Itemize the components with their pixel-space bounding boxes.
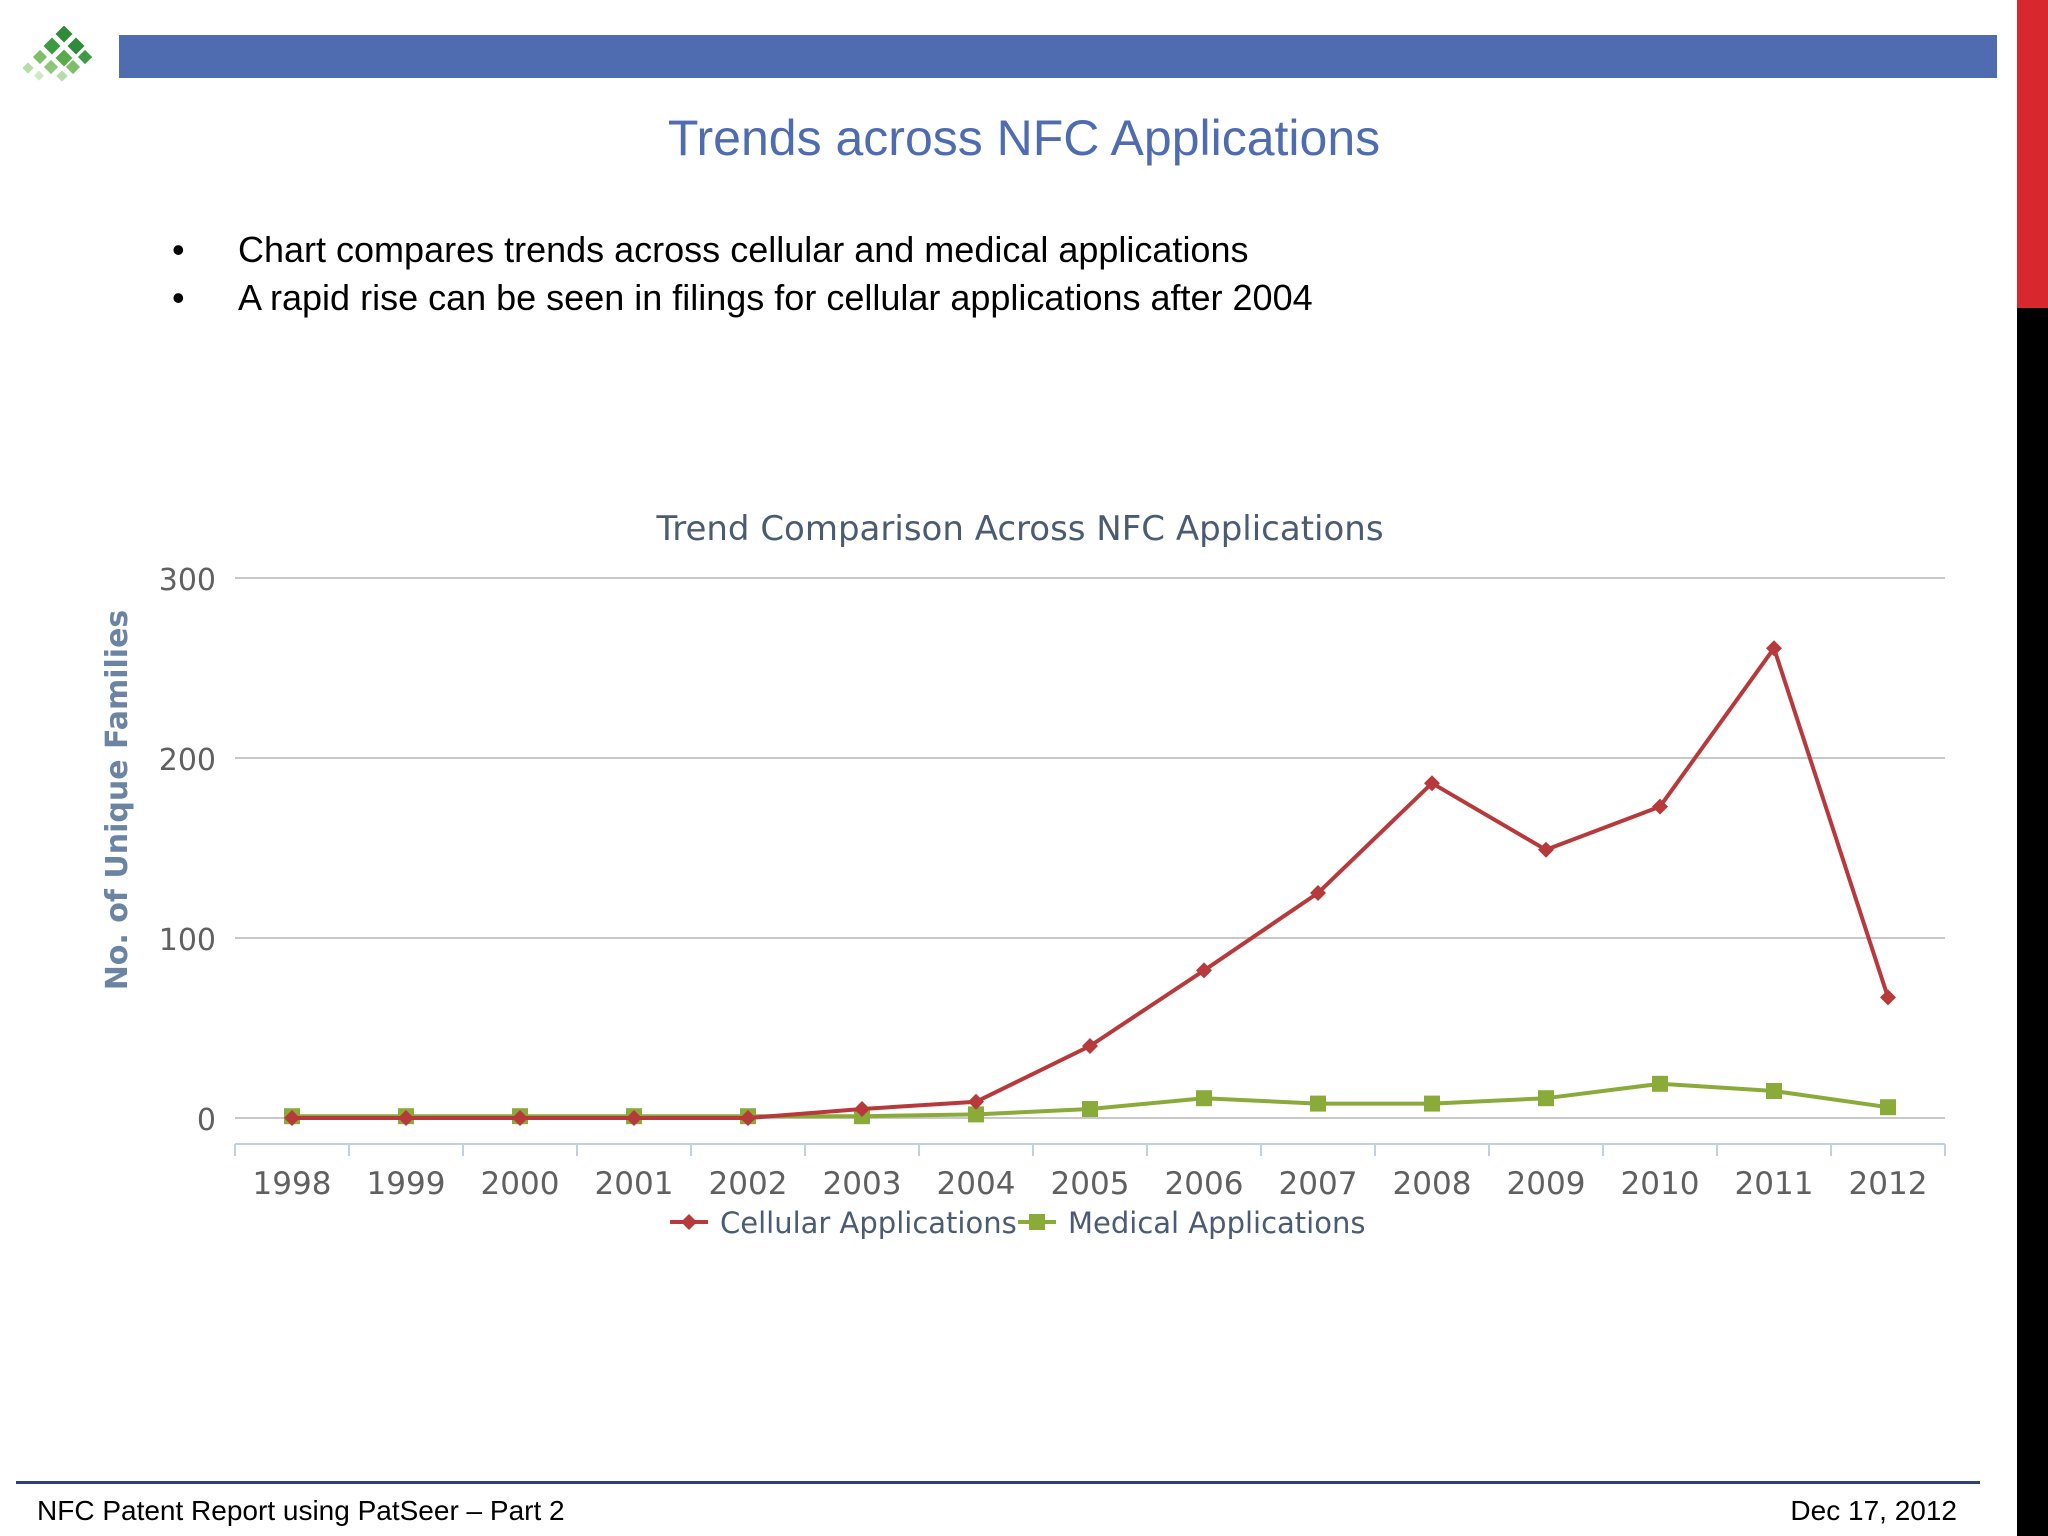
medical-data-point (1652, 1075, 1668, 1092)
x-tick-label: 1998 (253, 1166, 332, 1202)
x-tick-label: 2004 (937, 1166, 1016, 1202)
footer-report-title: NFC Patent Report using PatSeer – Part 2 (37, 1495, 565, 1526)
x-tick-label: 2005 (1051, 1166, 1130, 1202)
cellular-data-point (1880, 989, 1896, 1006)
x-tick-label: 1999 (367, 1166, 446, 1202)
cellular-data-point (1766, 640, 1782, 657)
cellular-data-point (1424, 775, 1440, 792)
medical-data-point (1196, 1090, 1212, 1107)
medical-data-point (1880, 1099, 1896, 1116)
cellular-data-point (1196, 962, 1212, 979)
x-tick-label: 2003 (823, 1166, 902, 1202)
cellular-data-point (740, 1110, 756, 1126)
y-tick-label: 100 (159, 923, 216, 958)
cellular-data-point (1652, 798, 1668, 815)
header-accent-bar (119, 35, 1997, 78)
legend-cellular-marker (681, 1214, 697, 1230)
x-tick-label: 2008 (1393, 1166, 1472, 1202)
cellular-data-point (854, 1101, 870, 1117)
x-tick-label: 2010 (1621, 1166, 1700, 1202)
x-tick-label: 2001 (595, 1166, 674, 1202)
chart-title: Trend Comparison Across NFC Applications (655, 509, 1383, 549)
x-tick-label: 2009 (1507, 1166, 1586, 1202)
chart-y-axis-label: No. of Unique Families (100, 610, 135, 991)
cellular-data-point (284, 1110, 300, 1126)
legend-medical-marker (1029, 1214, 1045, 1230)
cellular-data-point (626, 1110, 642, 1126)
bullet-item: Chart compares trends across cellular an… (168, 226, 1313, 274)
x-tick-label: 2006 (1165, 1166, 1244, 1202)
footer-divider (16, 1481, 1980, 1484)
medical-data-point (968, 1106, 984, 1123)
x-tick-label: 2012 (1849, 1166, 1928, 1202)
medical-data-point (1082, 1101, 1098, 1117)
side-accent-black (2017, 308, 2048, 1536)
x-tick-label: 2011 (1735, 1166, 1814, 1202)
y-tick-label: 300 (159, 563, 216, 598)
side-accent-red (2017, 0, 2048, 308)
medical-data-point (1424, 1095, 1440, 1112)
bullet-list: Chart compares trends across cellular an… (168, 226, 1313, 322)
medical-data-point (1538, 1090, 1554, 1107)
y-tick-label: 0 (197, 1103, 216, 1138)
footer-date: Dec 17, 2012 (1790, 1495, 1957, 1526)
bullet-item: A rapid rise can be seen in filings for … (168, 274, 1313, 322)
cellular-data-point (968, 1093, 984, 1110)
page-title: Trends across NFC Applications (667, 110, 1381, 166)
y-tick-label: 200 (159, 743, 216, 778)
medical-data-point (1766, 1083, 1782, 1099)
cellular-data-point (512, 1110, 528, 1126)
patseer-logo-icon (22, 26, 92, 82)
x-tick-label: 2007 (1279, 1166, 1358, 1202)
cellular-data-point (1310, 885, 1326, 901)
x-tick-label: 2002 (709, 1166, 788, 1202)
legend-medical-label: Medical Applications (1068, 1206, 1365, 1240)
medical-data-point (1310, 1095, 1326, 1112)
cellular-data-point (398, 1110, 414, 1126)
x-tick-label: 2000 (481, 1166, 560, 1202)
legend-cellular-label: Cellular Applications (720, 1206, 1017, 1240)
cellular-data-point (1538, 841, 1554, 858)
cellular-data-point (1082, 1038, 1098, 1054)
